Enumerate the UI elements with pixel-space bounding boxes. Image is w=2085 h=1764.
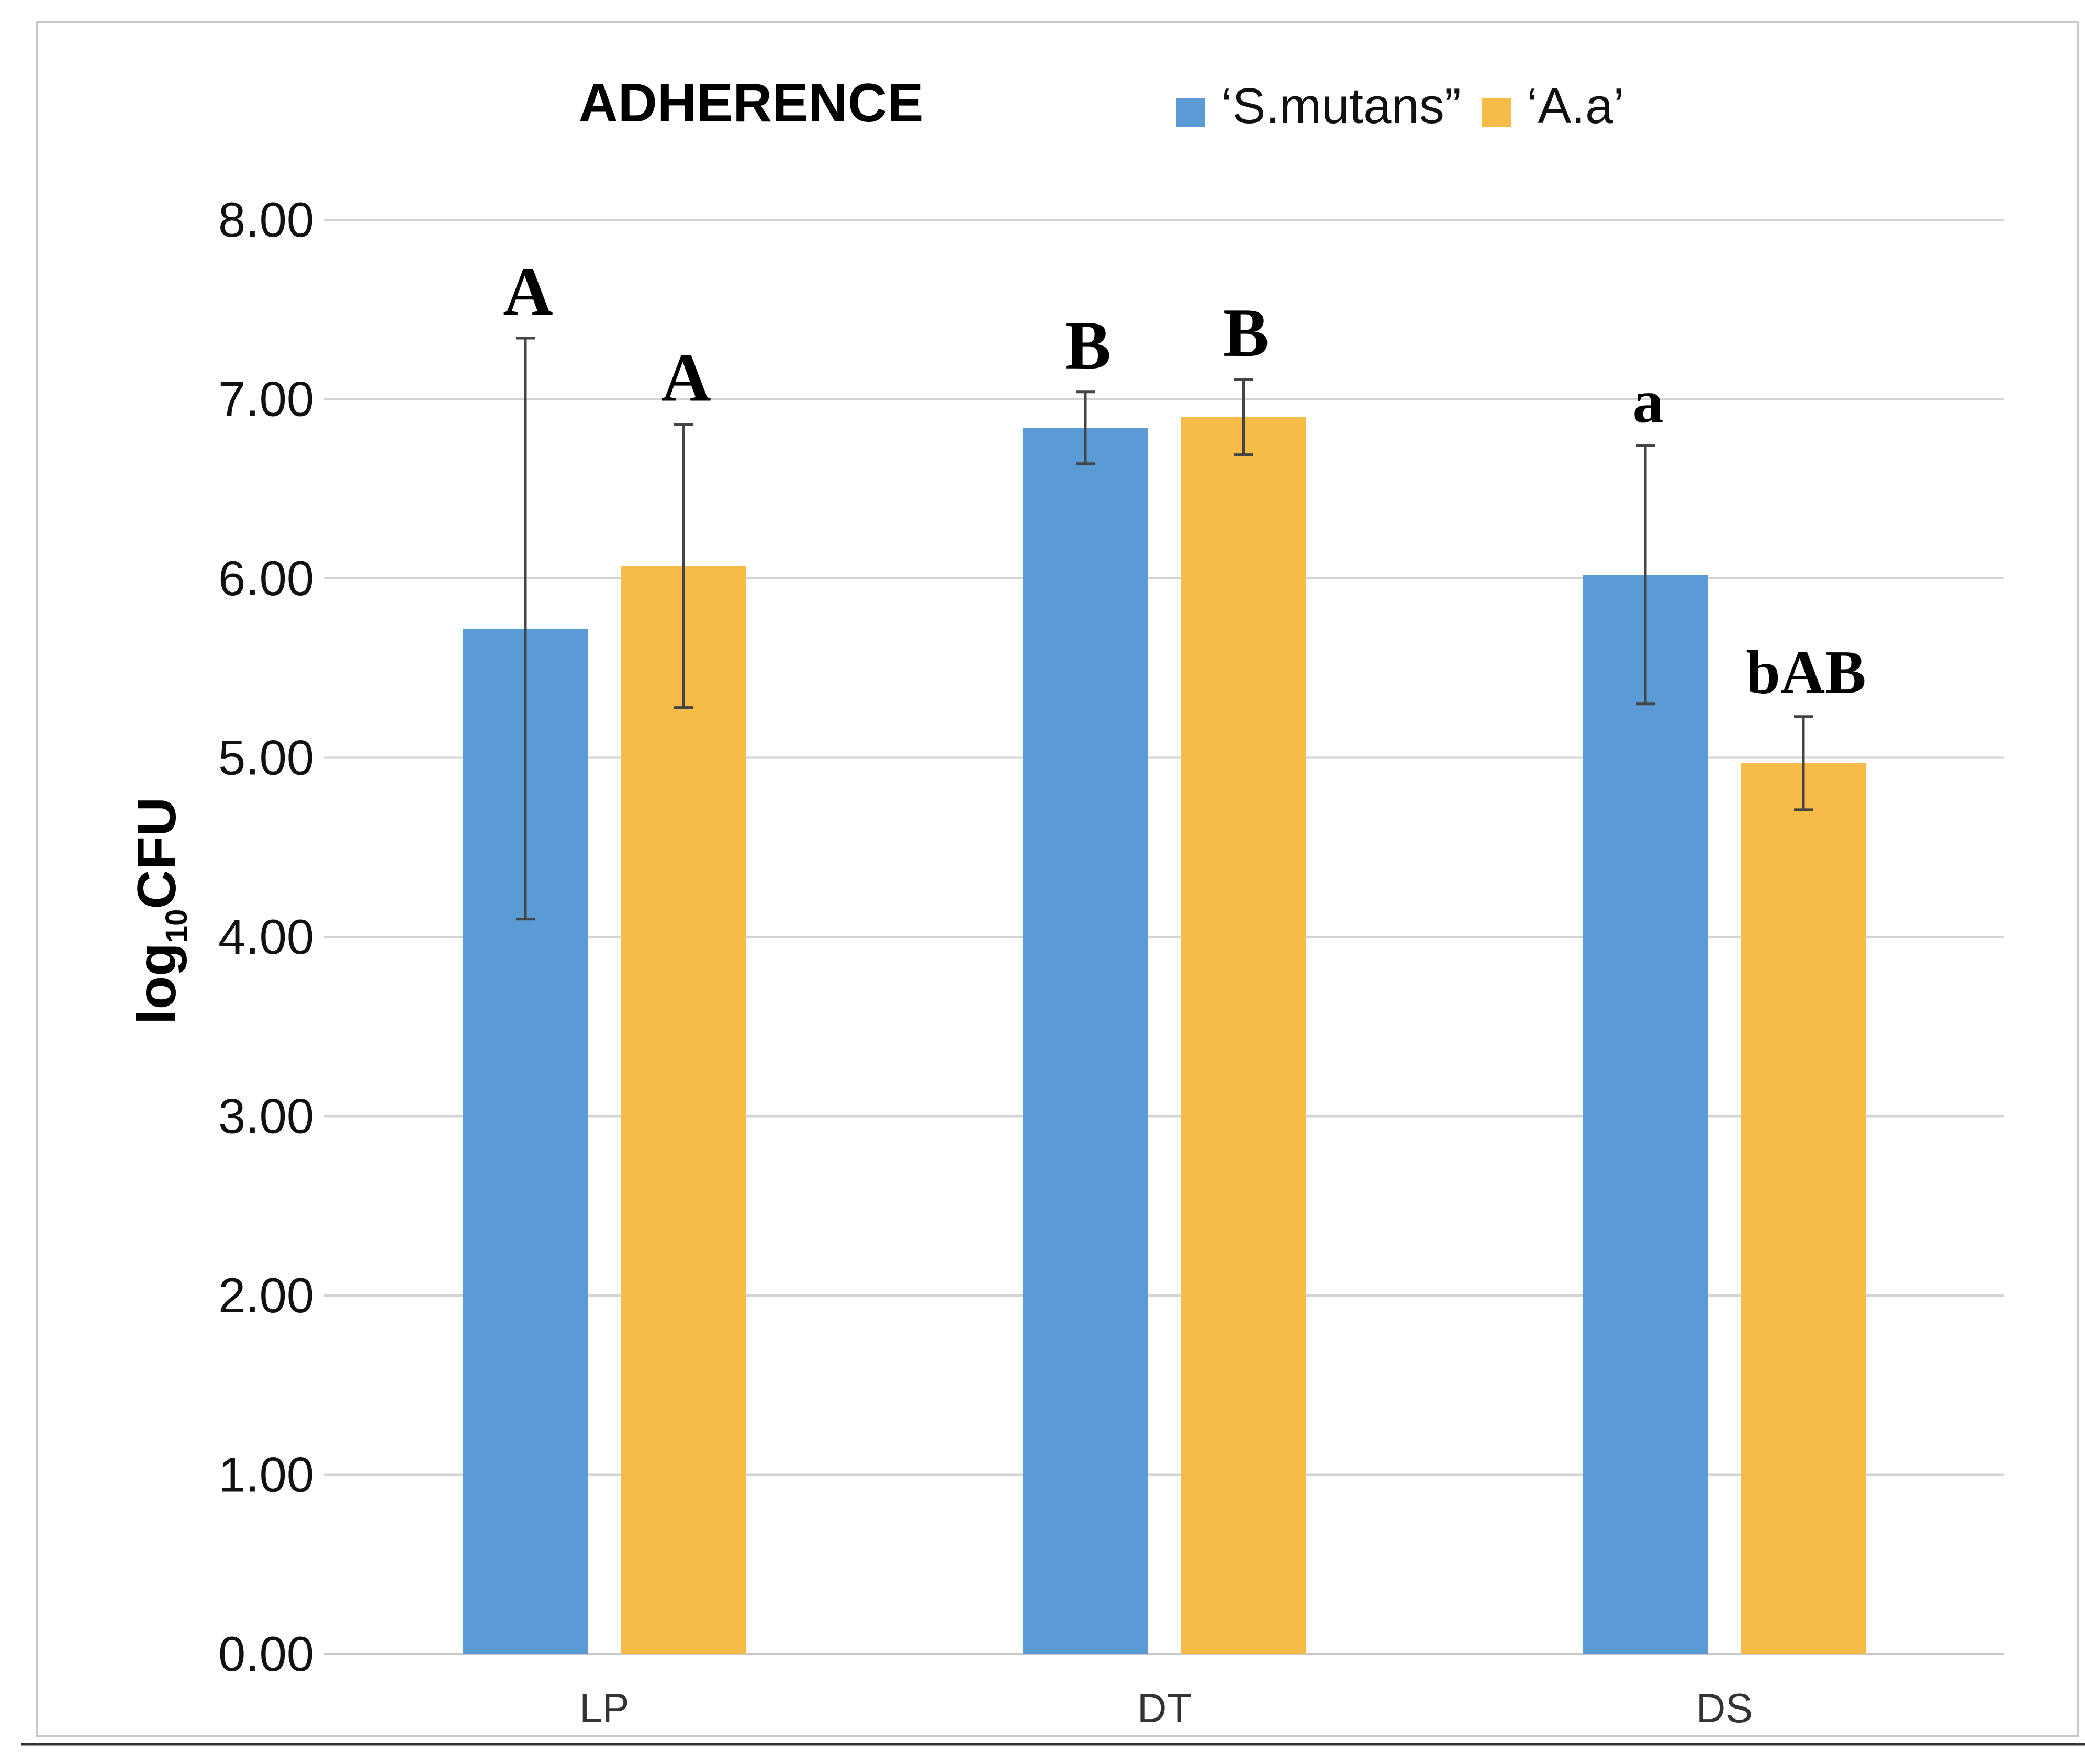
- legend-label-a-a: ‘A.a’: [1527, 78, 1624, 134]
- bar-lp-series-1: [621, 566, 746, 1655]
- y-tick-label: 7.00: [218, 372, 314, 427]
- y-label-log: log: [127, 943, 187, 1024]
- bars: [463, 417, 1866, 1655]
- bar-ds-series-1: [1741, 763, 1866, 1654]
- legend: ‘S.mutans” ‘A.a’: [1176, 78, 1624, 134]
- legend-swatch-s-mutans: [1176, 98, 1205, 127]
- y-tick-label: 0.00: [218, 1626, 314, 1681]
- y-tick-label: 2.00: [218, 1268, 314, 1323]
- error-bars: [516, 337, 1813, 921]
- x-tick-label: DT: [1137, 1685, 1192, 1731]
- significance-label: B: [1223, 294, 1269, 371]
- y-tick-label: 8.00: [218, 192, 314, 247]
- y-tick-label: 1.00: [218, 1447, 314, 1502]
- legend-label-s-mutans: ‘S.mutans”: [1221, 78, 1461, 134]
- x-tick-label: LP: [579, 1685, 629, 1731]
- bar-dt-series-0: [1023, 428, 1148, 1654]
- bar-dt-series-1: [1181, 417, 1306, 1654]
- significance-label: a: [1633, 367, 1664, 436]
- bar-ds-series-0: [1583, 575, 1708, 1655]
- x-tick-label: DS: [1696, 1685, 1753, 1731]
- y-tick-label: 6.00: [218, 551, 314, 606]
- gridlines: [324, 219, 2004, 1655]
- y-label-subscript: 10: [160, 909, 194, 943]
- y-tick-label: 3.00: [218, 1089, 314, 1144]
- significance-label: A: [661, 339, 711, 416]
- significance-label: bAB: [1746, 638, 1866, 707]
- chart-title: ADHERENCE: [579, 73, 924, 133]
- y-tick-label: 5.00: [218, 730, 314, 785]
- significance-label: B: [1065, 307, 1111, 384]
- x-tick-labels: LP DT DS: [579, 1685, 1753, 1731]
- y-label-cfu: CFU: [127, 797, 187, 909]
- y-tick-labels: 0.00 1.00 2.00 3.00 4.00 5.00 6.00 7.00 8.00: [218, 192, 314, 1681]
- y-tick-label: 4.00: [218, 909, 314, 964]
- significance-labels: A A B Ba bAB: [503, 253, 1866, 707]
- significance-label: A: [503, 253, 553, 330]
- legend-swatch-a-a: [1482, 98, 1511, 127]
- y-axis-label: log10CFU: [127, 797, 194, 1024]
